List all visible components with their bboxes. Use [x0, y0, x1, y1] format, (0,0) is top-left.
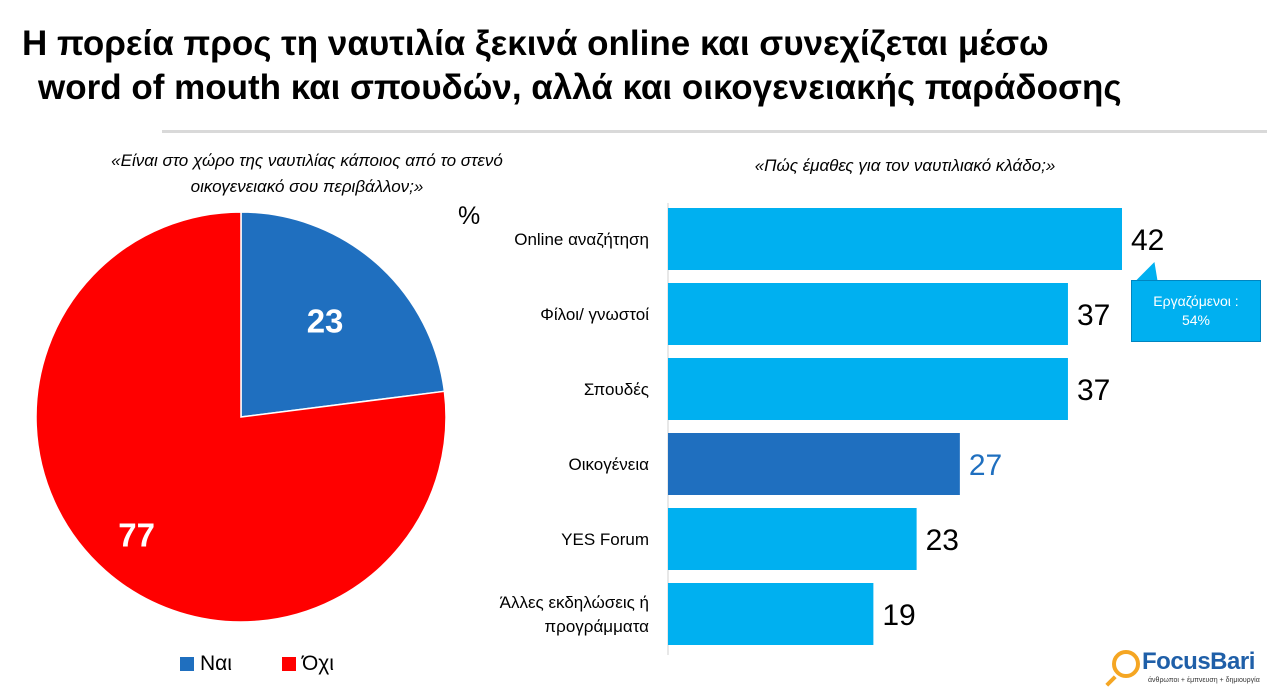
- bar-value-4: 23: [926, 524, 959, 557]
- bar-4: [668, 508, 917, 570]
- magnifier-icon: [1112, 650, 1140, 678]
- bar-value-0: 42: [1131, 224, 1164, 257]
- bar-category-label-2: Σπουδές: [584, 380, 649, 399]
- legend-label-no: Όχι: [302, 652, 334, 675]
- pie-label-0: 23: [307, 303, 344, 340]
- focusbari-logo: FocusBari άνθρωποι + έμπνευση + δημιουργ…: [1112, 648, 1262, 688]
- pie-question-line-2: οικογενειακό σου περιβάλλον;»: [190, 177, 424, 196]
- legend-swatch-yes: [180, 657, 194, 671]
- legend-item-no: Όχι: [282, 652, 334, 676]
- employees-callout: Εργαζόμενοι : 54%: [1131, 280, 1261, 342]
- title-divider: [162, 130, 1267, 133]
- pie-slice-1: [35, 211, 447, 623]
- bar-category-label-5-line-1: προγράμματα: [544, 617, 649, 636]
- pie-question: «Είναι στο χώρο της ναυτιλίας κάποιος απ…: [62, 148, 552, 200]
- bar-category-label-4: YES Forum: [561, 530, 649, 549]
- bar-value-3: 27: [969, 449, 1002, 482]
- bar-3: [668, 433, 960, 495]
- pie-question-line-1: «Είναι στο χώρο της ναυτιλίας κάποιος απ…: [111, 151, 503, 170]
- page-title: Η πορεία προς τη ναυτιλία ξεκινά online …: [0, 22, 1267, 110]
- legend-swatch-no: [282, 657, 296, 671]
- title-line-2: word of mouth και σπουδών, αλλά και οικο…: [38, 68, 1122, 107]
- bar-5: [668, 583, 874, 645]
- bar-value-1: 37: [1077, 299, 1110, 332]
- logo-tagline: άνθρωποι + έμπνευση + δημιουργία: [1148, 677, 1260, 684]
- pie-label-1: 77: [118, 516, 155, 553]
- legend-label-yes: Ναι: [200, 652, 232, 675]
- bar-1: [668, 283, 1068, 345]
- pie-slice-0: [240, 211, 446, 418]
- legend-item-yes: Ναι: [180, 652, 232, 676]
- bar-category-label-3: Οικογένεια: [568, 455, 649, 474]
- bar-value-5: 19: [882, 599, 915, 632]
- bar-category-label-5-line-0: Άλλες εκδηλώσεις ή: [500, 593, 649, 612]
- unit-label: %: [458, 202, 481, 230]
- bar-category-label-1: Φίλοι/ γνωστοί: [540, 305, 649, 324]
- bar-value-2: 37: [1077, 374, 1110, 407]
- bar-0: [668, 208, 1122, 270]
- callout-line-2: 54%: [1181, 312, 1211, 328]
- title-line-1: Η πορεία προς τη ναυτιλία ξεκινά online …: [22, 24, 1049, 63]
- bar-category-label-0: Online αναζήτηση: [514, 230, 649, 249]
- bar-2: [668, 358, 1068, 420]
- logo-name: FocusBari: [1142, 648, 1255, 675]
- callout-line-1: Εργαζόμενοι :: [1153, 293, 1239, 309]
- bar-question: «Πώς έμαθες για τον ναυτιλιακό κλάδο;»: [754, 156, 1056, 175]
